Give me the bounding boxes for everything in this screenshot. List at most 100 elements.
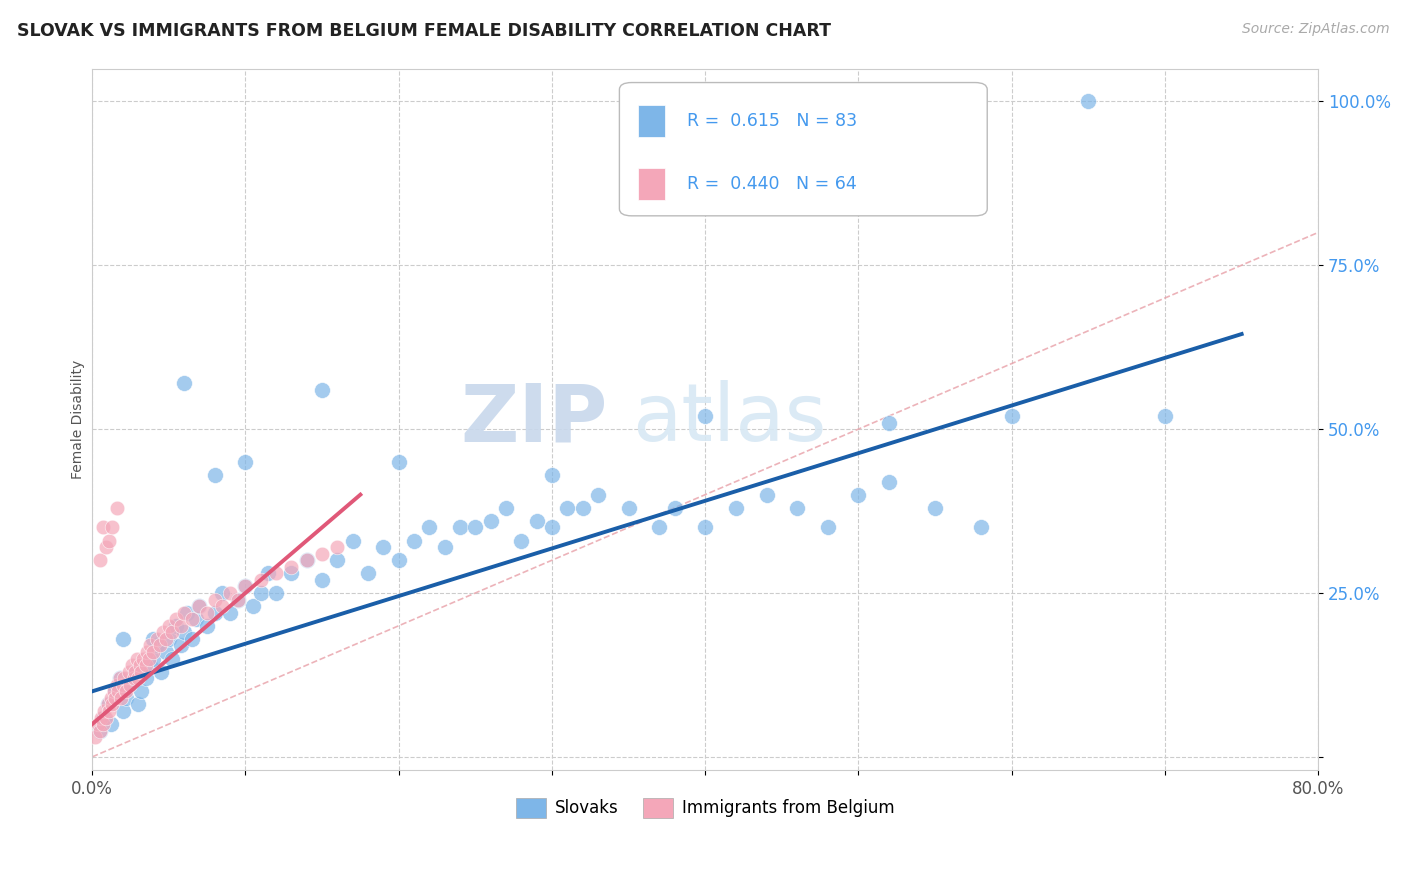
Point	[311, 383, 333, 397]
FancyBboxPatch shape	[638, 169, 665, 200]
Point	[541, 520, 564, 534]
Point	[211, 586, 233, 600]
Point	[98, 704, 121, 718]
Point	[295, 553, 318, 567]
Point	[388, 455, 411, 469]
Point	[204, 467, 226, 482]
Point	[118, 665, 141, 679]
Point	[129, 684, 152, 698]
Point	[695, 520, 717, 534]
Point	[541, 467, 564, 482]
Point	[121, 658, 143, 673]
Point	[91, 717, 114, 731]
Point	[235, 579, 257, 593]
Point	[235, 579, 257, 593]
Point	[96, 698, 118, 712]
Point	[94, 540, 117, 554]
Point	[342, 533, 364, 548]
Point	[90, 710, 112, 724]
Point	[280, 566, 302, 581]
Point	[107, 684, 129, 698]
Point	[104, 690, 127, 705]
Point	[120, 678, 142, 692]
Point	[402, 533, 425, 548]
FancyBboxPatch shape	[620, 83, 987, 216]
Point	[111, 678, 134, 692]
Point	[195, 619, 218, 633]
Point	[449, 520, 471, 534]
Text: ZIP: ZIP	[460, 380, 607, 458]
Point	[111, 704, 134, 718]
Point	[170, 619, 193, 633]
Point	[105, 678, 128, 692]
FancyBboxPatch shape	[638, 105, 665, 136]
Point	[160, 625, 183, 640]
Point	[139, 658, 162, 673]
Point	[280, 559, 302, 574]
Point	[495, 500, 517, 515]
Point	[125, 651, 148, 665]
Point	[173, 625, 195, 640]
Point	[786, 500, 808, 515]
Point	[295, 553, 318, 567]
Point	[142, 645, 165, 659]
Point	[970, 520, 993, 534]
Point	[145, 639, 167, 653]
Point	[249, 573, 271, 587]
Point	[326, 553, 349, 567]
Point	[166, 612, 188, 626]
Point	[124, 665, 146, 679]
Point	[388, 553, 411, 567]
Point	[433, 540, 456, 554]
Point	[93, 704, 115, 718]
Point	[204, 606, 226, 620]
Point	[100, 717, 122, 731]
Point	[464, 520, 486, 534]
Point	[155, 645, 177, 659]
Point	[136, 645, 159, 659]
Point	[188, 599, 211, 613]
Point	[87, 717, 110, 731]
Point	[152, 625, 174, 640]
Point	[100, 690, 122, 705]
Point	[664, 500, 686, 515]
Point	[617, 500, 640, 515]
Point	[1001, 409, 1024, 423]
Point	[648, 520, 671, 534]
Point	[219, 586, 242, 600]
Point	[110, 690, 132, 705]
Point	[586, 488, 609, 502]
Point	[84, 730, 107, 744]
Point	[1154, 409, 1177, 423]
Point	[104, 684, 127, 698]
Point	[264, 566, 287, 581]
Point	[115, 690, 138, 705]
Point	[145, 632, 167, 646]
Point	[98, 533, 121, 548]
Y-axis label: Female Disability: Female Disability	[72, 359, 86, 479]
Point	[166, 619, 188, 633]
Point	[418, 520, 440, 534]
Point	[160, 651, 183, 665]
Point	[877, 475, 900, 489]
Point	[129, 665, 152, 679]
Point	[373, 540, 395, 554]
Point	[1077, 95, 1099, 109]
Point	[755, 488, 778, 502]
Point	[138, 651, 160, 665]
Text: Source: ZipAtlas.com: Source: ZipAtlas.com	[1241, 22, 1389, 37]
Point	[155, 632, 177, 646]
Point	[571, 500, 593, 515]
Point	[555, 500, 578, 515]
Point	[817, 520, 839, 534]
Point	[101, 520, 124, 534]
Point	[180, 612, 202, 626]
Point	[157, 619, 180, 633]
Text: SLOVAK VS IMMIGRANTS FROM BELGIUM FEMALE DISABILITY CORRELATION CHART: SLOVAK VS IMMIGRANTS FROM BELGIUM FEMALE…	[17, 22, 831, 40]
Point	[89, 723, 111, 738]
Point	[127, 671, 149, 685]
Point	[91, 520, 114, 534]
Point	[103, 684, 125, 698]
Point	[242, 599, 264, 613]
Point	[924, 500, 946, 515]
